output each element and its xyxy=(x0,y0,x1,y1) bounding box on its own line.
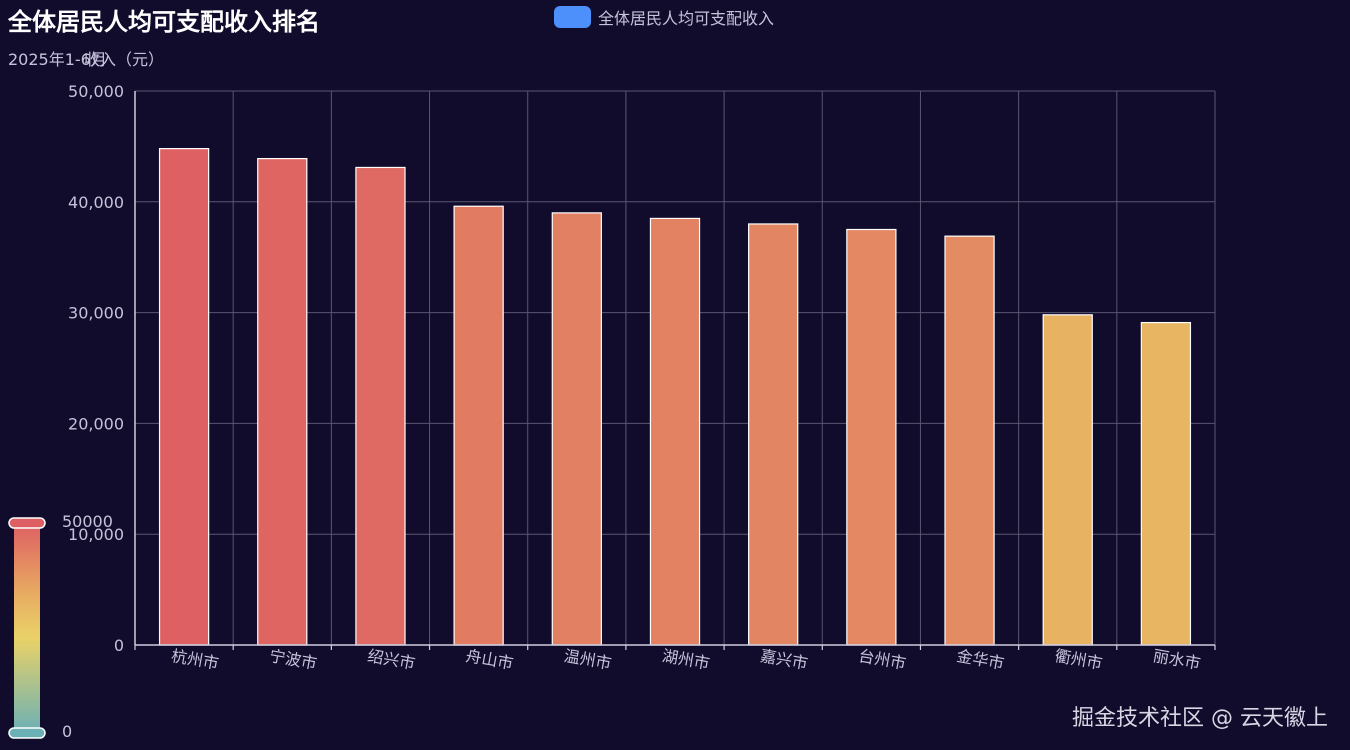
x-tick-label: 舟山市 xyxy=(464,646,515,673)
bar-台州市[interactable] xyxy=(846,228,897,646)
x-tick-label: 温州市 xyxy=(562,646,613,673)
visual-map-max-label: 50000 xyxy=(62,512,113,531)
chart-subtitle: 2025年1-6月 xyxy=(8,50,107,69)
bar-嘉兴市[interactable] xyxy=(748,223,799,646)
x-tick-label: 金华市 xyxy=(955,646,1006,673)
bar-丽水市[interactable] xyxy=(1140,321,1192,646)
y-axis-label: 收入（元） xyxy=(84,50,165,69)
x-tick-label: 台州市 xyxy=(857,646,908,673)
bars xyxy=(158,148,1192,646)
x-tick-label: 宁波市 xyxy=(268,646,319,673)
x-tick-label: 绍兴市 xyxy=(366,646,417,673)
x-tick-label: 衢州市 xyxy=(1053,646,1104,673)
y-tick-label: 40,000 xyxy=(68,193,124,212)
y-tick-label: 30,000 xyxy=(68,304,124,323)
visual-map-bottom-handle[interactable] xyxy=(8,727,46,739)
bar-舟山市[interactable] xyxy=(453,205,504,646)
bar-杭州市[interactable] xyxy=(158,148,210,646)
visual-map-bar xyxy=(14,523,40,733)
bar-绍兴市[interactable] xyxy=(355,166,406,646)
legend-label[interactable]: 全体居民人均可支配收入 xyxy=(598,9,775,28)
bar-金华市[interactable] xyxy=(944,235,995,646)
y-tick-label: 20,000 xyxy=(68,414,124,433)
bar-宁波市[interactable] xyxy=(257,157,308,646)
bar-温州市[interactable] xyxy=(551,212,602,646)
visual-map[interactable] xyxy=(8,517,46,739)
watermark: 掘金技术社区 @ 云天徽上 xyxy=(1072,706,1328,731)
y-tick-label: 50,000 xyxy=(68,82,124,101)
visual-map-min-label: 0 xyxy=(62,722,73,741)
x-tick-label: 湖州市 xyxy=(661,646,712,673)
legend[interactable]: 全体居民人均可支配收入 xyxy=(554,6,774,28)
y-tick-label: 10,000 xyxy=(68,525,124,544)
bar-湖州市[interactable] xyxy=(649,217,701,646)
x-tick-label: 杭州市 xyxy=(170,646,221,673)
y-tick-label: 0 xyxy=(114,636,124,655)
visual-map-top-handle[interactable] xyxy=(8,517,46,529)
x-tick-label: 丽水市 xyxy=(1152,646,1203,673)
x-tick-label: 嘉兴市 xyxy=(759,646,810,673)
chart-title: 全体居民人均可支配收入排名 xyxy=(8,8,320,36)
legend-swatch[interactable] xyxy=(554,6,591,28)
bar-衢州市[interactable] xyxy=(1042,314,1093,646)
